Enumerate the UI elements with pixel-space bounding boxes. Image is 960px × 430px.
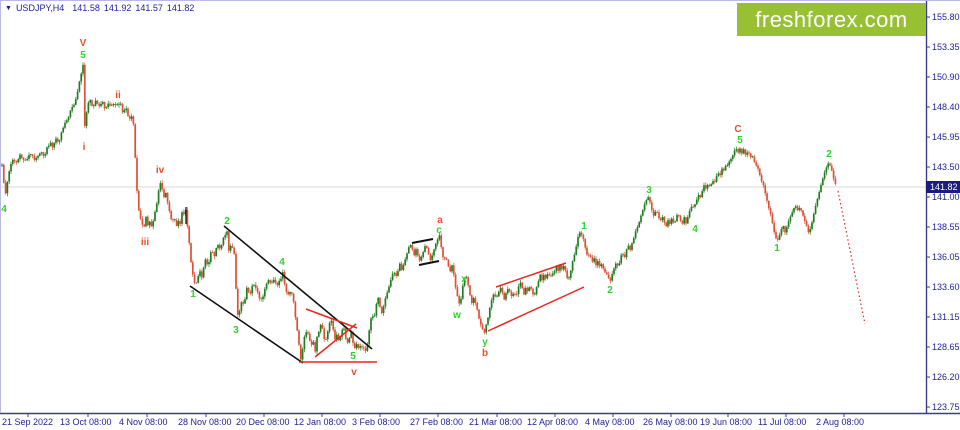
quote-low: 141.57 (135, 3, 163, 13)
price-axis-label: 136.05 (932, 252, 960, 262)
wave-label-x: x (461, 274, 467, 285)
time-axis-label: 19 Jun 08:00 (700, 417, 753, 427)
wave-label-a: a (437, 215, 443, 226)
quote-bar: ▼ USDJPY,H4 141.58 141.92 141.57 141.82 (5, 3, 194, 13)
wave-label-iv: iv (155, 165, 165, 176)
wave-label-4: 4 (1, 204, 7, 215)
price-axis-label: 138.55 (932, 222, 960, 232)
brand-watermark: freshforex.com (737, 3, 926, 36)
trendline-rising-channel-lower (487, 286, 585, 332)
price-axis-label: 155.80 (932, 12, 960, 22)
trendline-triangle-lower (314, 323, 357, 358)
trendline-rising-channel-upper (495, 262, 567, 288)
wave-label-2: 2 (224, 216, 230, 227)
time-axis-label: 20 Dec 08:00 (236, 417, 290, 427)
trendline-forecast-projection (837, 190, 866, 325)
wave-label-w: w (453, 310, 461, 321)
current-price-badge: 141.82 (926, 181, 960, 193)
time-axis-label: 11 Jul 08:00 (758, 417, 807, 427)
window-border-left (0, 0, 1, 413)
price-axis-label: 128.65 (932, 342, 960, 352)
time-axis-label: 21 Sep 2022 (2, 417, 54, 427)
wave-label-c: c (436, 225, 442, 236)
time-axis-label: 12 Jan 08:00 (294, 417, 347, 427)
wave-label-4: 4 (279, 257, 285, 268)
time-axis-label: 2 Aug 08:00 (816, 417, 865, 427)
wave-label-5: 5 (80, 50, 86, 61)
trendline-channel-upper (223, 225, 373, 350)
time-axis-label: 21 Mar 08:00 (469, 417, 523, 427)
wave-label-1: 1 (581, 221, 587, 232)
price-axis-label: 133.60 (932, 282, 960, 292)
wave-label-5: 5 (350, 351, 356, 362)
wave-label-i: i (82, 142, 86, 153)
one-click-dropdown-icon[interactable]: ▼ (5, 4, 12, 12)
time-axis-label: 4 May 08:00 (585, 417, 635, 427)
wave-label-v: v (351, 367, 357, 378)
wave-label-4: 4 (692, 224, 698, 235)
time-axis-label: 27 Feb 08:00 (410, 417, 464, 427)
wave-label-1: 1 (774, 243, 780, 254)
time-axis-label: 13 Oct 08:00 (60, 417, 112, 427)
price-axis-label: 143.50 (932, 162, 960, 172)
quote-close: 141.82 (166, 3, 195, 13)
trendline-flag-upper (411, 238, 434, 244)
trendline-flag-lower (418, 260, 440, 266)
time-axis-label: 26 May 08:00 (643, 417, 698, 427)
price-axis-label: 123.75 (932, 402, 960, 412)
wave-label-ii: ii (115, 90, 121, 101)
wave-label-2: 2 (826, 149, 832, 160)
wave-label-y: y (482, 337, 488, 348)
wave-label-3: 3 (233, 325, 239, 336)
wave-label-C: C (734, 124, 742, 135)
time-axis-label: 3 Feb 08:00 (352, 417, 401, 427)
time-axis-label: 12 Apr 08:00 (527, 417, 579, 427)
price-axis-label: 148.40 (932, 102, 960, 112)
time-axis-label: 28 Nov 08:00 (178, 417, 232, 427)
price-axis-label: 141.00 (932, 192, 960, 202)
symbol-timeframe: USDJPY,H4 (15, 3, 65, 13)
trendline-channel-lower (189, 285, 304, 364)
wave-label-1: 1 (190, 289, 196, 300)
price-axis-label: 150.90 (932, 72, 960, 82)
window-border-top (0, 0, 960, 1)
wave-label-5: 5 (737, 135, 743, 146)
wave-label-2: 2 (607, 285, 613, 296)
price-axis-label: 153.35 (932, 42, 960, 52)
price-axis-label: 145.95 (932, 132, 960, 142)
quote-high: 141.92 (103, 3, 132, 13)
trendline-triangle-upper (305, 308, 358, 329)
price-axis-label: 126.20 (932, 372, 960, 382)
time-axis-label: 4 Nov 08:00 (119, 417, 168, 427)
wave-label-3: 3 (646, 185, 652, 196)
current-price-value: 141.82 (930, 182, 958, 192)
brand-text: freshforex.com (755, 6, 908, 32)
wave-label-iii: iii (140, 237, 150, 248)
wave-label-b: b (481, 348, 489, 359)
wave-label-V: V (79, 38, 87, 49)
quote-open: 141.58 (72, 3, 100, 13)
price-axis-label: 131.15 (932, 312, 960, 322)
